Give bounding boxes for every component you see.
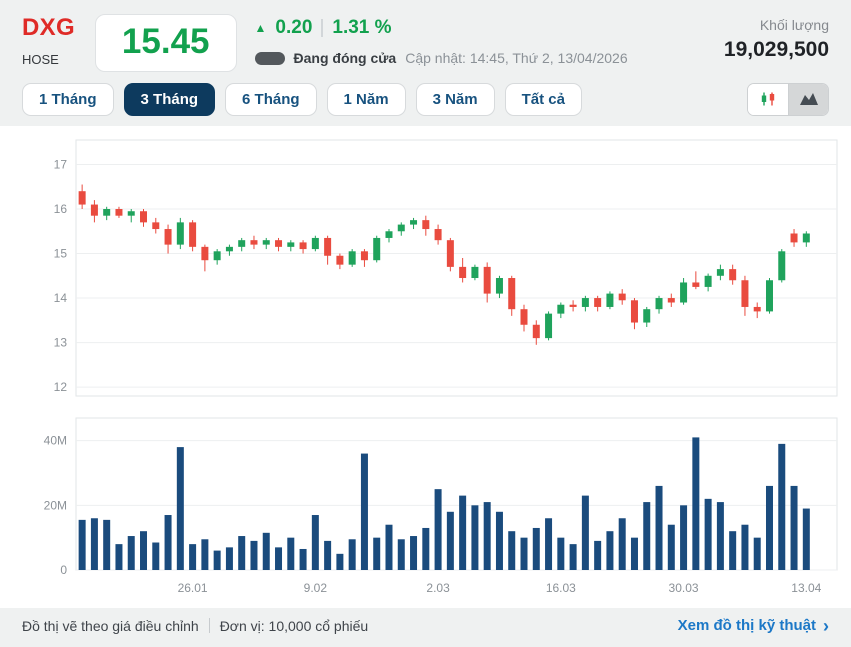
area-view-button[interactable]: [788, 83, 828, 115]
price-change: 0.20: [275, 17, 313, 38]
volume-block: Khối lượng 19,029,500: [724, 17, 829, 62]
tab-3-thang[interactable]: 3 Tháng: [123, 82, 216, 116]
footer: Đồ thị vẽ theo giá điều chỉnh Đơn vị: 10…: [0, 607, 851, 635]
ticker-symbol: DXG: [22, 14, 75, 41]
change-divider: [321, 19, 324, 37]
technical-chart-link[interactable]: Xem đồ thị kỹ thuật ›: [678, 617, 829, 635]
candlestick-view-button[interactable]: [748, 83, 788, 115]
volume-chart-canvas[interactable]: 0 20M 40M 26.01 9.02 2.03 16.03 30.03 13.04: [8, 412, 843, 608]
change-row: ▲ 0.20 1.31 %: [255, 17, 628, 39]
svg-text:40M: 40M: [44, 433, 67, 447]
svg-text:13: 13: [54, 335, 68, 349]
last-updated: Cập nhật: 14:45, Thứ 2, 13/04/2026: [405, 50, 628, 66]
svg-text:16: 16: [54, 202, 68, 216]
timeframe-tabs: 1 Tháng 3 Tháng 6 Tháng 1 Năm 3 Năm Tất …: [0, 72, 851, 116]
price-chart-canvas[interactable]: 12 13 14 15 16 17: [8, 132, 843, 402]
svg-text:2.03: 2.03: [426, 581, 450, 595]
tab-6-thang[interactable]: 6 Tháng: [225, 82, 317, 116]
price-change-block: ▲ 0.20 1.31 % Đang đóng cửa Cập nhật: 14…: [254, 17, 628, 66]
chart-section: 12 13 14 15 16 17 0 20M 40M 26.01 9.02 2.03 16.03 30…: [0, 125, 851, 608]
svg-text:14: 14: [54, 291, 68, 305]
header: DXG HOSE 15.45 ▲ 0.20 1.31 % Đang đóng c…: [0, 0, 851, 72]
volume-label: Khối lượng: [759, 17, 829, 33]
price-change-percent: 1.31 %: [332, 17, 392, 38]
svg-text:9.02: 9.02: [304, 581, 328, 595]
tab-1-thang[interactable]: 1 Tháng: [22, 82, 114, 116]
exchange-label: HOSE: [22, 52, 59, 67]
price-box: 15.45: [94, 14, 237, 72]
svg-text:26.01: 26.01: [178, 581, 208, 595]
svg-text:30.03: 30.03: [669, 581, 699, 595]
volume-value: 19,029,500: [723, 38, 829, 61]
tab-3-nam[interactable]: 3 Năm: [415, 82, 495, 116]
current-price: 15.45: [121, 22, 210, 61]
svg-text:15: 15: [54, 246, 68, 260]
tab-tat-ca[interactable]: Tất cả: [504, 82, 582, 116]
svg-text:17: 17: [54, 157, 68, 171]
unit-note: Đơn vị: 10,000 cổ phiếu: [219, 617, 369, 634]
footer-divider: [208, 618, 210, 633]
tab-1-nam[interactable]: 1 Năm: [326, 82, 406, 116]
svg-text:16.03: 16.03: [546, 581, 576, 595]
area-chart-icon: [799, 93, 818, 105]
status-row: Đang đóng cửa Cập nhật: 14:45, Thứ 2, 13…: [254, 50, 628, 66]
ticker-block: DXG HOSE: [22, 14, 75, 67]
chart-type-toggle: [747, 82, 829, 116]
adjusted-price-note: Đồ thị vẽ theo giá điều chỉnh: [22, 617, 199, 634]
chevron-right-icon: ›: [823, 615, 829, 636]
market-status-icon: [254, 51, 285, 65]
candlestick-icon: [761, 92, 775, 106]
svg-text:12: 12: [54, 380, 68, 394]
up-triangle-icon: ▲: [254, 21, 267, 35]
technical-chart-link-label: Xem đồ thị kỹ thuật: [677, 617, 816, 634]
market-status: Đang đóng cửa: [293, 50, 397, 66]
svg-text:13.04: 13.04: [791, 581, 821, 595]
svg-text:20M: 20M: [44, 498, 67, 512]
svg-text:0: 0: [60, 563, 67, 577]
